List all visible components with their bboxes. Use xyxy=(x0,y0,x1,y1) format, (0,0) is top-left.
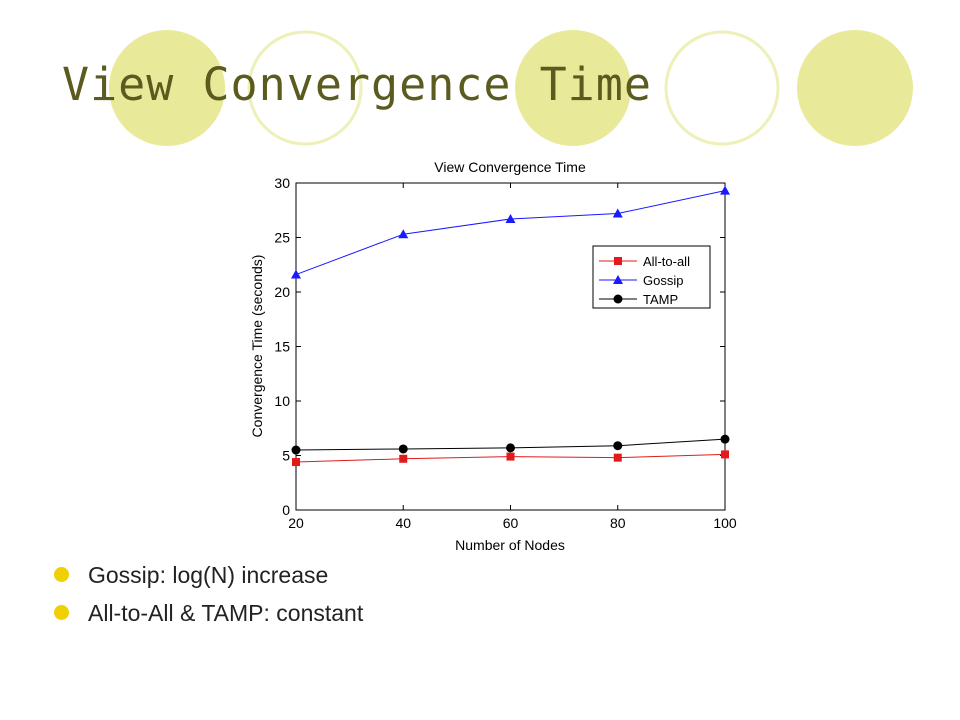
legend-marker xyxy=(613,294,623,304)
y-tick-label: 25 xyxy=(274,230,290,246)
data-point-gossip xyxy=(291,269,301,279)
x-tick-label: 80 xyxy=(610,515,626,531)
x-axis-label: Number of Nodes xyxy=(455,537,565,553)
legend-label: All-to-all xyxy=(643,254,690,269)
bullet-text: All-to-All & TAMP: constant xyxy=(88,600,364,626)
data-point-tamp xyxy=(720,434,730,444)
deco-circle-filled xyxy=(515,30,631,146)
legend-label: Gossip xyxy=(643,273,683,288)
y-tick-label: 30 xyxy=(274,175,290,191)
data-point-gossip xyxy=(398,229,409,239)
y-tick-label: 10 xyxy=(274,393,290,409)
series-group xyxy=(291,185,730,467)
legend-label: TAMP xyxy=(643,292,678,307)
deco-circle-filled xyxy=(109,30,225,146)
y-tick-label: 20 xyxy=(274,284,290,300)
y-axis-label: Convergence Time (seconds) xyxy=(249,255,265,438)
decorative-circles xyxy=(109,30,913,146)
y-tick-label: 5 xyxy=(282,448,290,464)
y-tick-label: 15 xyxy=(274,339,290,355)
data-point-all-to-all xyxy=(506,452,515,461)
deco-circle-filled xyxy=(797,30,913,146)
data-point-all-to-all xyxy=(292,458,300,467)
bullet-text: Gossip: log(N) increase xyxy=(88,562,329,588)
data-point-all-to-all xyxy=(399,454,408,463)
plot-area xyxy=(295,182,726,511)
data-point-all-to-all xyxy=(613,453,622,462)
data-point-tamp xyxy=(398,444,408,454)
y-tick-label: 0 xyxy=(282,502,290,518)
bullet-dot-icon xyxy=(54,567,69,582)
chart-title: View Convergence Time xyxy=(434,159,586,175)
x-tick-label: 100 xyxy=(713,515,737,531)
legend-box xyxy=(592,245,711,309)
data-point-gossip xyxy=(505,213,516,223)
data-point-tamp xyxy=(613,441,623,451)
data-point-tamp xyxy=(291,445,301,455)
deco-circle-outline xyxy=(247,30,363,146)
bullet-item: Gossip: log(N) increase xyxy=(52,560,363,598)
bullet-item: All-to-All & TAMP: constant xyxy=(52,598,363,636)
data-point-gossip xyxy=(720,185,730,195)
slide-title: View Convergence Time xyxy=(62,58,652,111)
deco-circle-outline xyxy=(664,30,780,146)
y-axis: 0 5 10 15 20 25 30 xyxy=(274,175,725,518)
x-axis: 20 40 60 80 100 xyxy=(288,183,737,531)
bullet-list: Gossip: log(N) increase All-to-All & TAM… xyxy=(52,560,363,636)
x-tick-label: 40 xyxy=(395,515,411,531)
data-point-all-to-all xyxy=(721,450,729,459)
line-chart: View Convergence Time 0 5 10 15 20 25 30 20 40 6… xyxy=(249,159,737,553)
legend-marker xyxy=(614,257,622,265)
legend: All-to-all Gossip TAMP xyxy=(592,245,711,309)
x-tick-label: 60 xyxy=(503,515,519,531)
data-point-gossip xyxy=(612,208,623,218)
data-point-tamp xyxy=(506,443,515,453)
x-tick-label: 20 xyxy=(288,515,304,531)
bullet-dot-icon xyxy=(54,605,69,620)
legend-marker xyxy=(613,275,623,284)
